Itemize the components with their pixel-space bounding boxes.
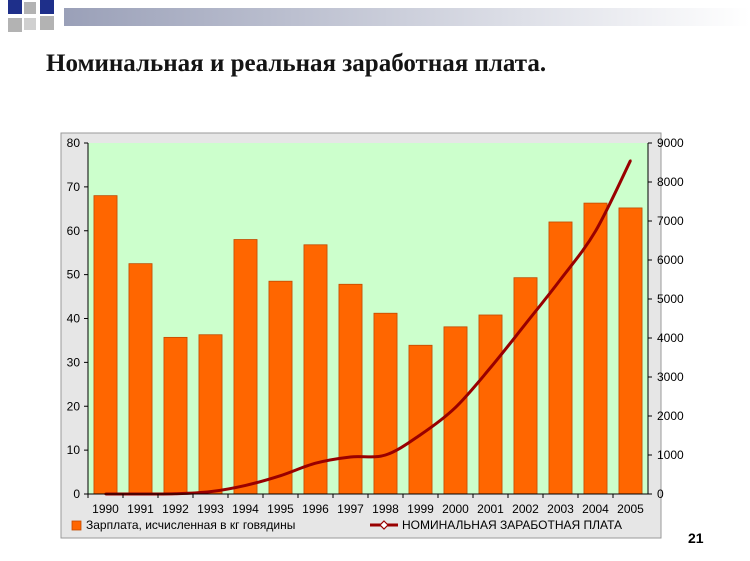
x-tick-label: 2005	[617, 502, 644, 516]
bar-2002	[513, 277, 538, 495]
slide-title: Номинальная и реальная заработная плата.	[46, 50, 547, 77]
right-tick-label: 5000	[657, 292, 684, 306]
page-number: 21	[688, 530, 704, 546]
line-point-1994	[244, 484, 247, 487]
legend-diamond-marker	[379, 520, 389, 530]
bar-2005	[618, 207, 643, 495]
line-point-2000	[454, 406, 457, 409]
right-tick-label: 7000	[657, 214, 684, 228]
bar-1997	[338, 283, 363, 495]
line-point-1993	[209, 490, 212, 493]
x-tick-label: 1993	[197, 502, 224, 516]
left-tick-label: 30	[67, 355, 81, 369]
left-tick-label: 80	[67, 136, 81, 150]
left-tick-label: 0	[73, 487, 80, 501]
decorative-header-squares	[8, 0, 750, 32]
x-tick-label: 1991	[127, 502, 154, 516]
right-tick-label: 1000	[657, 448, 684, 462]
bar-1994	[233, 239, 258, 495]
x-tick-label: 1994	[232, 502, 259, 516]
line-point-2004	[594, 229, 597, 233]
right-tick-label: 8000	[657, 175, 684, 189]
left-tick-label: 50	[67, 268, 81, 282]
bar-1991	[128, 263, 153, 495]
x-tick-label: 1997	[337, 502, 364, 516]
line-point-2002	[524, 322, 527, 326]
line-point-2005	[629, 159, 632, 162]
legend: Зарплата, исчисленная в кг говядины НОМИН…	[71, 518, 622, 532]
x-tick-label: 1992	[162, 502, 189, 516]
x-tick-label: 2000	[442, 502, 469, 516]
x-tick-label: 2004	[582, 502, 609, 516]
right-tick-label: 9000	[657, 136, 684, 150]
bars-layer	[93, 195, 643, 495]
line-point-1997	[349, 455, 352, 459]
x-tick-label: 1990	[92, 502, 119, 516]
line-point-2003	[559, 278, 562, 281]
bar-2004	[583, 202, 608, 495]
right-tick-label: 0	[657, 487, 664, 501]
left-tick-label: 40	[67, 312, 81, 326]
line-point-1998	[384, 453, 387, 457]
axes-layer: 0 10 20 30 40 50 60 70 80 0 1000 2000 3000 4000 5000 60…	[67, 136, 684, 516]
right-tick-label: 3000	[657, 370, 684, 384]
bar-2001	[478, 314, 503, 495]
legend-label-bar: Зарплата, исчисленная в кг говядины	[86, 518, 295, 532]
line-point-2001	[489, 366, 492, 369]
right-tick-label: 2000	[657, 409, 684, 423]
line-point-1996	[314, 461, 317, 465]
bar-2003	[548, 221, 573, 495]
line-point-1999	[419, 433, 422, 436]
bar-1999	[408, 344, 433, 495]
right-tick-label: 6000	[657, 253, 684, 267]
left-tick-label: 70	[67, 180, 81, 194]
x-tick-label: 1999	[407, 502, 434, 516]
bar-1996	[303, 244, 328, 495]
x-tick-label: 2001	[477, 502, 504, 516]
bar-1995	[268, 280, 293, 495]
legend-swatch-bar	[71, 520, 82, 531]
nominal-wage-line	[105, 159, 632, 496]
x-tick-label: 2003	[547, 502, 574, 516]
x-tick-label: 1995	[267, 502, 294, 516]
bar-2000	[443, 326, 468, 495]
left-tick-label: 60	[67, 224, 81, 238]
bar-1998	[373, 312, 398, 495]
x-tick-label: 2002	[512, 502, 539, 516]
bar-1990	[93, 195, 118, 495]
bar-1993	[198, 334, 223, 495]
legend-label-line: НОМИНАЛЬНАЯ ЗАРАБОТНАЯ ПЛАТА	[402, 518, 622, 532]
x-tick-label: 1998	[372, 502, 399, 516]
left-tick-label: 10	[67, 443, 81, 457]
x-tick-label: 1996	[302, 502, 329, 516]
line-point-1995	[279, 474, 282, 477]
bar-1992	[163, 336, 188, 495]
left-tick-label: 20	[67, 399, 81, 413]
right-tick-label: 4000	[657, 331, 684, 345]
